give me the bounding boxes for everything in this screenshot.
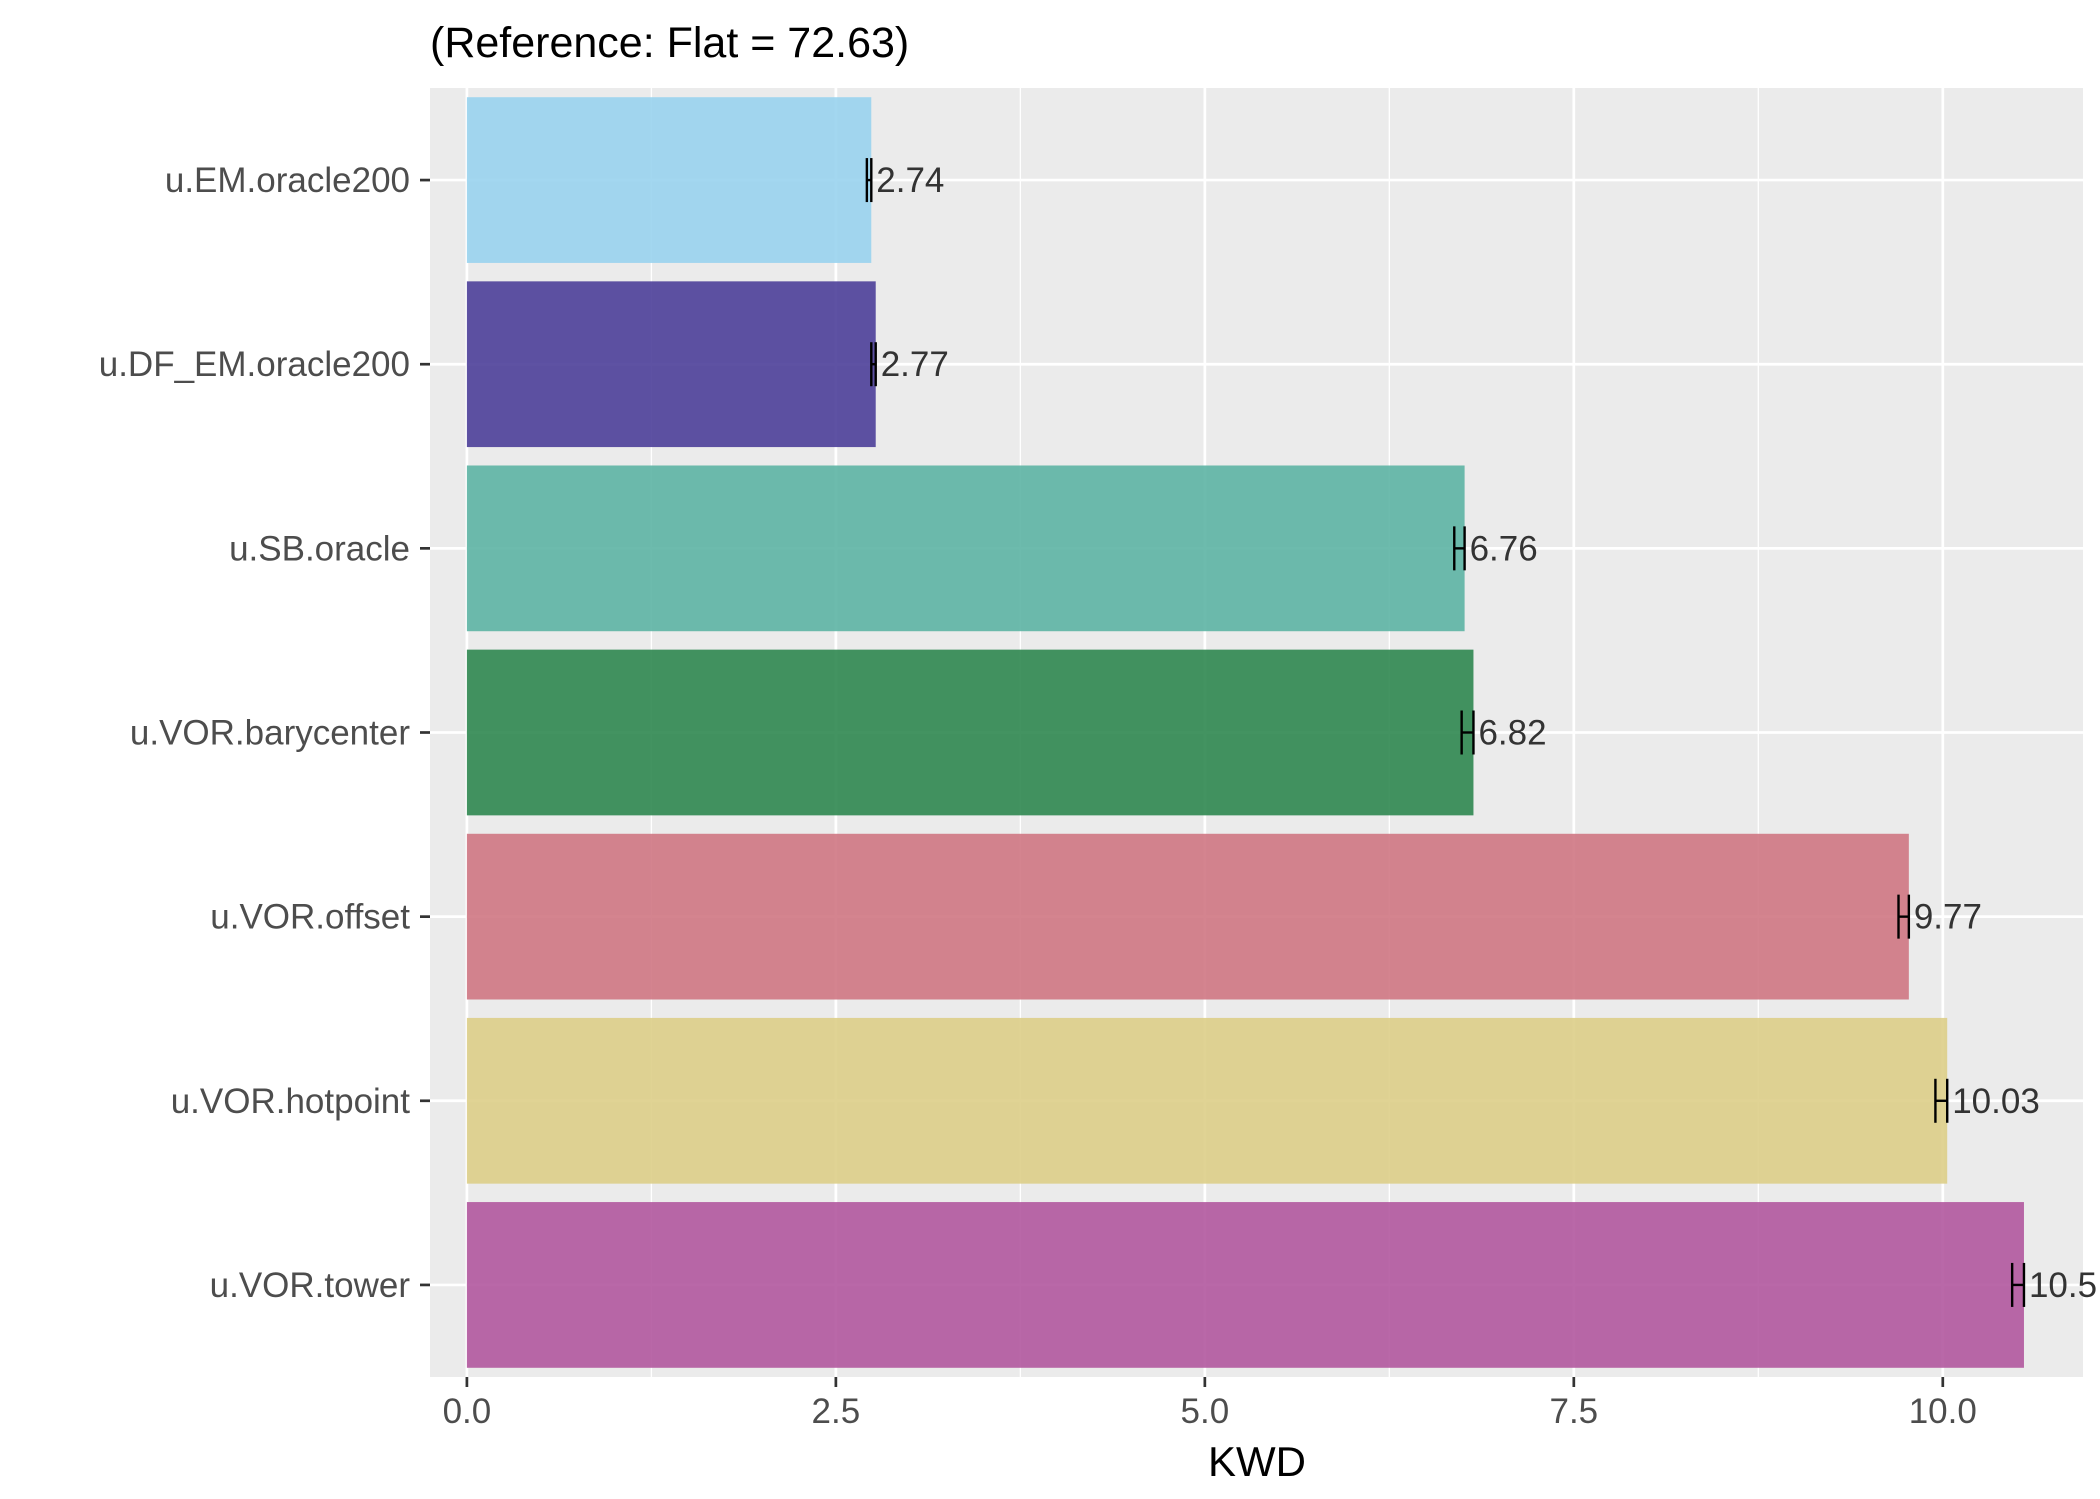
error-bar (1897, 894, 1911, 939)
y-tick-label: u.VOR.offset (210, 898, 410, 937)
bar (466, 1017, 1948, 1184)
y-axis: u.EM.oracle200 u.DF_EM.oracle200 u.SB.orac… (99, 161, 430, 1305)
error-bar (870, 342, 877, 387)
chart-subtitle: (Reference: Flat = 72.63) (430, 19, 909, 67)
y-tick-label: u.VOR.tower (210, 1266, 411, 1305)
value-label: 6.82 (1478, 714, 1546, 753)
x-axis: 0.0 2.5 5.0 7.5 10.0 (443, 1377, 1977, 1431)
y-tick-label: u.EM.oracle200 (165, 161, 410, 200)
error-bar (1934, 1078, 1949, 1123)
error-bar (1453, 526, 1466, 571)
bar (466, 1202, 2024, 1368)
y-tick-label: u.VOR.barycenter (130, 714, 410, 753)
y-tick-label: u.VOR.hotpoint (171, 1082, 411, 1121)
value-label: 10.5 (2029, 1266, 2097, 1305)
bar (466, 465, 1465, 632)
x-tick-label: 2.5 (812, 1392, 861, 1431)
error-bar (865, 158, 873, 203)
bar-series (466, 97, 2024, 1368)
value-label: 6.76 (1470, 529, 1538, 568)
x-tick-label: 10.0 (1909, 1392, 1977, 1431)
value-label: 2.74 (876, 161, 944, 200)
x-tick-label: 0.0 (443, 1392, 492, 1431)
bar (466, 649, 1474, 816)
y-tick-label: u.SB.oracle (229, 529, 410, 568)
x-tick-label: 7.5 (1549, 1392, 1598, 1431)
x-tick-label: 5.0 (1181, 1392, 1230, 1431)
value-label: 2.77 (881, 345, 949, 384)
error-bars (865, 158, 2026, 1307)
x-axis-title: KWD (1208, 1438, 1306, 1485)
value-labels: 2.74 2.77 6.76 6.82 9.77 10.03 10.5 (876, 161, 2097, 1305)
value-label: 10.03 (1952, 1082, 2040, 1121)
value-label: 9.77 (1914, 898, 1982, 937)
bar (466, 281, 876, 448)
y-tick-label: u.DF_EM.oracle200 (99, 345, 410, 384)
bar (466, 833, 1909, 1000)
bar (466, 97, 872, 263)
error-bar (1460, 710, 1475, 755)
error-bar (2010, 1262, 2026, 1307)
